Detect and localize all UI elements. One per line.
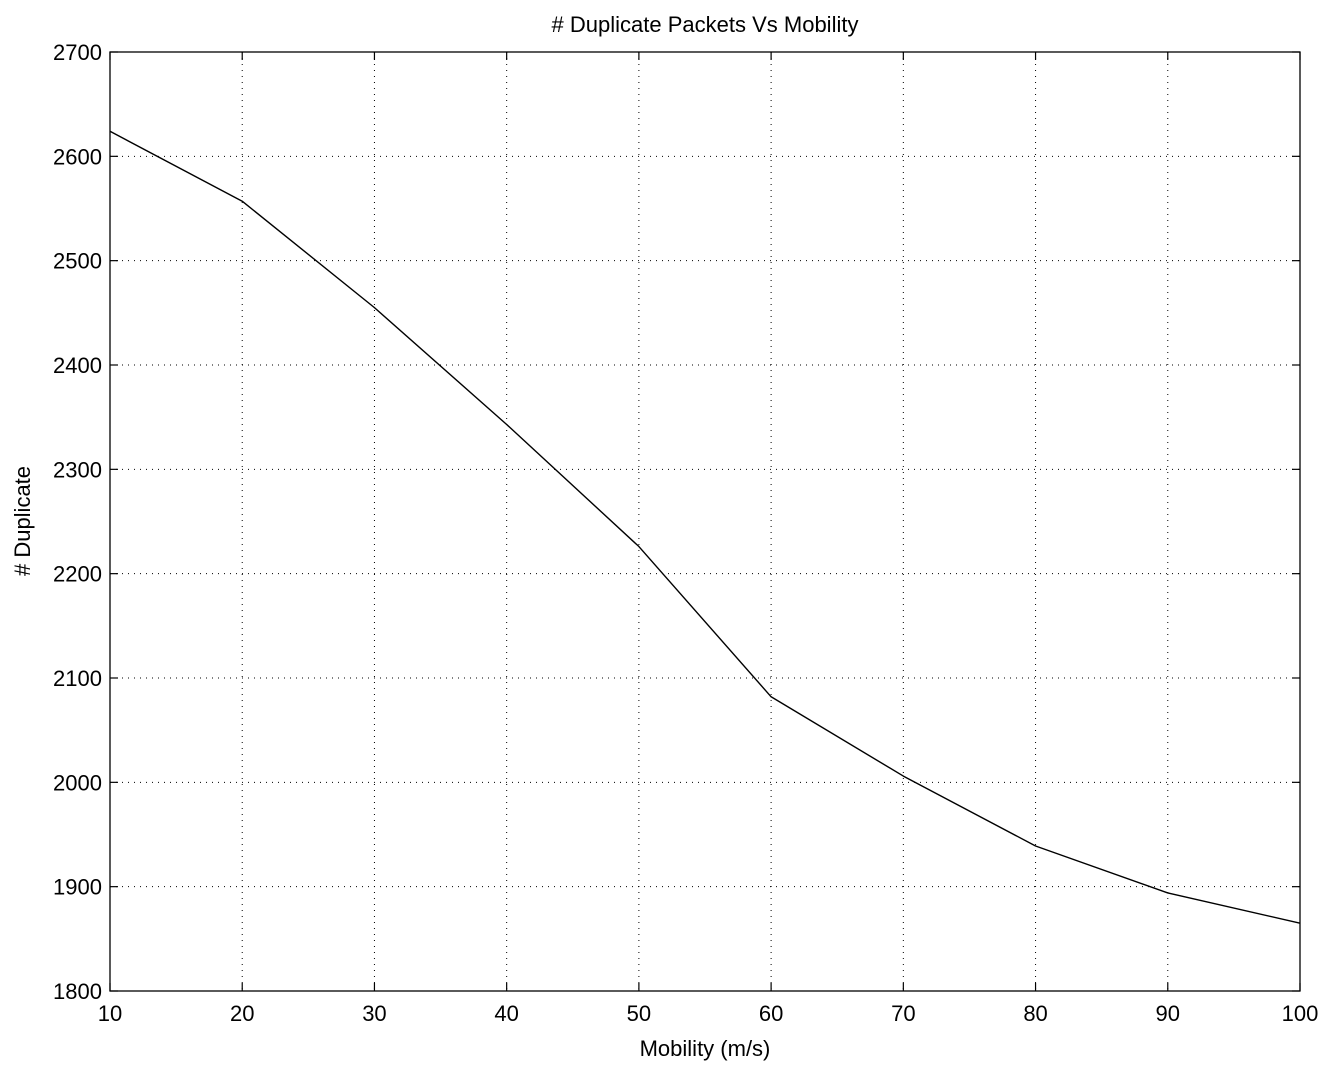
chart-title: # Duplicate Packets Vs Mobility [552,12,859,37]
x-tick-labels: 10 20 30 40 50 60 70 80 90 100 [98,1001,1319,1026]
x-tick-label: 40 [494,1001,518,1026]
y-tick-label: 2500 [53,249,102,274]
y-tick-label: 2200 [53,562,102,587]
y-tick-label: 2100 [53,666,102,691]
y-tick-labels: 1800 1900 2000 2100 2200 2300 2400 2500 2600 2700 [53,40,102,1004]
y-tick-label: 2700 [53,40,102,65]
x-tick-label: 80 [1023,1001,1047,1026]
x-tick-label: 100 [1282,1001,1319,1026]
y-axis-label: # Duplicate [10,466,35,576]
x-axis-label: Mobility (m/s) [640,1036,771,1061]
y-tick-label: 2400 [53,353,102,378]
y-tick-label: 2600 [53,144,102,169]
x-tick-label: 70 [891,1001,915,1026]
x-tick-label: 50 [627,1001,651,1026]
series-line [109,130,1301,924]
x-tick-label: 20 [230,1001,254,1026]
series-layer [109,130,1301,924]
x-tick-label: 30 [362,1001,386,1026]
y-tick-label: 1900 [53,875,102,900]
plot-frame [109,51,1301,992]
ticks [109,51,1301,992]
x-tick-label: 10 [98,1001,122,1026]
y-tick-label: 2000 [53,770,102,795]
y-tick-label: 1800 [53,979,102,1004]
y-tick-label: 2300 [53,457,102,482]
grid [110,52,1300,991]
x-tick-label: 90 [1156,1001,1180,1026]
x-tick-label: 60 [759,1001,783,1026]
